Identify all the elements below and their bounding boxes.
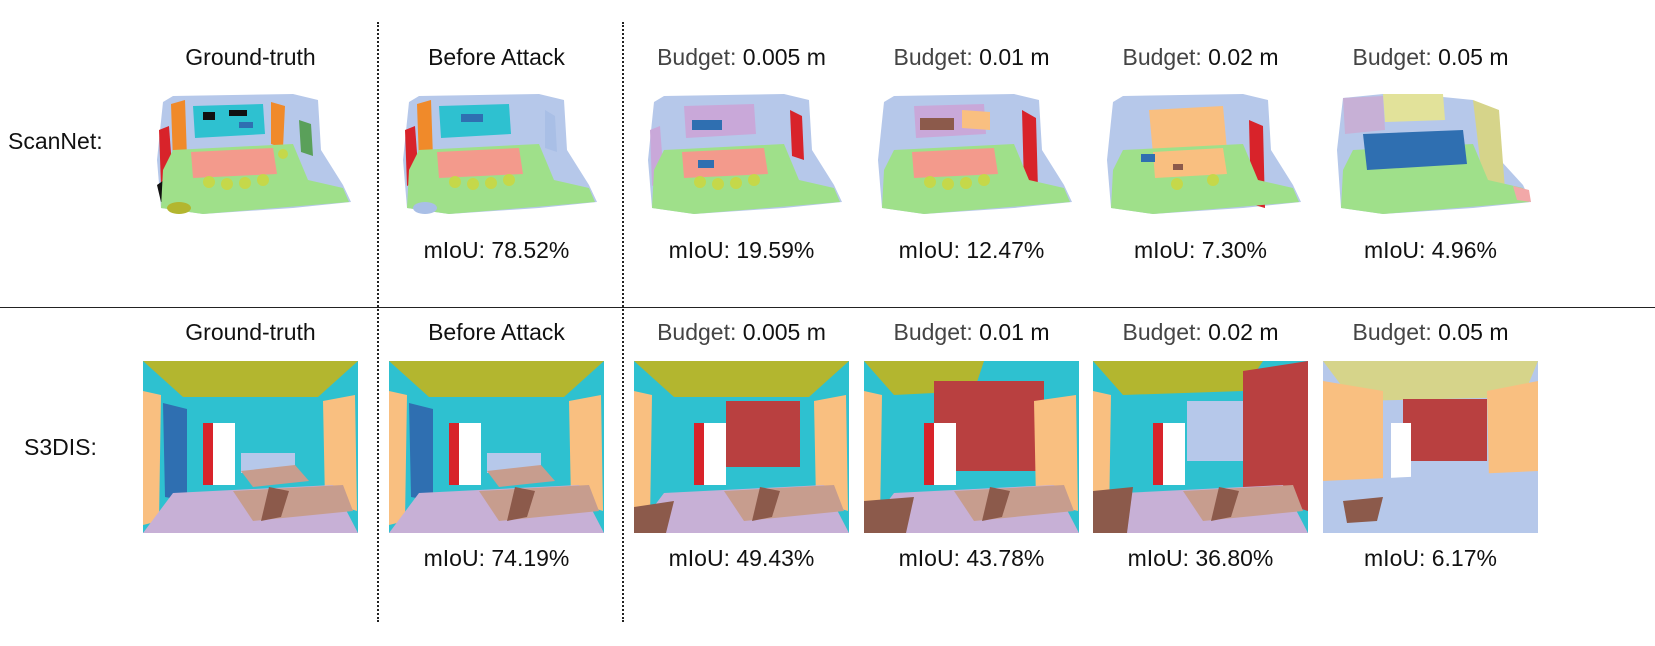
column-title: Ground-truth [185, 44, 316, 70]
column-title: Before Attack [428, 319, 565, 345]
column-title: Budget: 0.05 m [1352, 44, 1509, 70]
row-separator [0, 307, 1655, 308]
column-title: Budget: 0.01 m [893, 44, 1050, 70]
miou-value: mIoU: 4.96% [1364, 237, 1497, 263]
scannet-budget-0005-image [648, 94, 842, 214]
miou-value: mIoU: 6.17% [1364, 545, 1497, 571]
s3dis-before-attack-image [389, 361, 604, 533]
row-label-s3dis: S3DIS: [24, 434, 97, 460]
column-title: Budget: 0.005 m [657, 44, 826, 70]
miou-value: mIoU: 74.19% [423, 545, 570, 571]
scannet-ground-truth-image [157, 94, 351, 214]
column-title: Budget: 0.02 m [1122, 44, 1279, 70]
miou-value: mIoU: 43.78% [898, 545, 1045, 571]
divider-left [377, 22, 379, 622]
column-title: Before Attack [428, 44, 565, 70]
column-title: Budget: 0.05 m [1352, 319, 1509, 345]
miou-value: mIoU: 19.59% [668, 237, 815, 263]
s3dis-ground-truth-image [143, 361, 358, 533]
scannet-budget-001-image [878, 94, 1072, 214]
column-title: Budget: 0.005 m [657, 319, 826, 345]
miou-value: mIoU: 78.52% [423, 237, 570, 263]
column-title: Ground-truth [185, 319, 316, 345]
divider-right [622, 22, 624, 622]
scannet-budget-002-image [1107, 94, 1301, 214]
s3dis-budget-0005-image [634, 361, 849, 533]
s3dis-row: S3DIS: Ground-truth Before Attack [0, 308, 1655, 608]
column-title: Budget: 0.02 m [1122, 319, 1279, 345]
scannet-before-attack-image [403, 94, 597, 214]
miou-value: mIoU: 36.80% [1127, 545, 1274, 571]
s3dis-budget-005-image [1323, 361, 1538, 533]
s3dis-budget-001-image [864, 361, 1079, 533]
row-label-scannet: ScanNet: [8, 128, 103, 154]
miou-value: mIoU: 12.47% [898, 237, 1045, 263]
miou-value: mIoU: 7.30% [1134, 237, 1267, 263]
miou-value: mIoU: 49.43% [668, 545, 815, 571]
scannet-budget-005-image [1337, 94, 1531, 214]
scannet-row: ScanNet: Ground-truth [0, 0, 1655, 300]
s3dis-budget-002-image [1093, 361, 1308, 533]
column-title: Budget: 0.01 m [893, 319, 1050, 345]
